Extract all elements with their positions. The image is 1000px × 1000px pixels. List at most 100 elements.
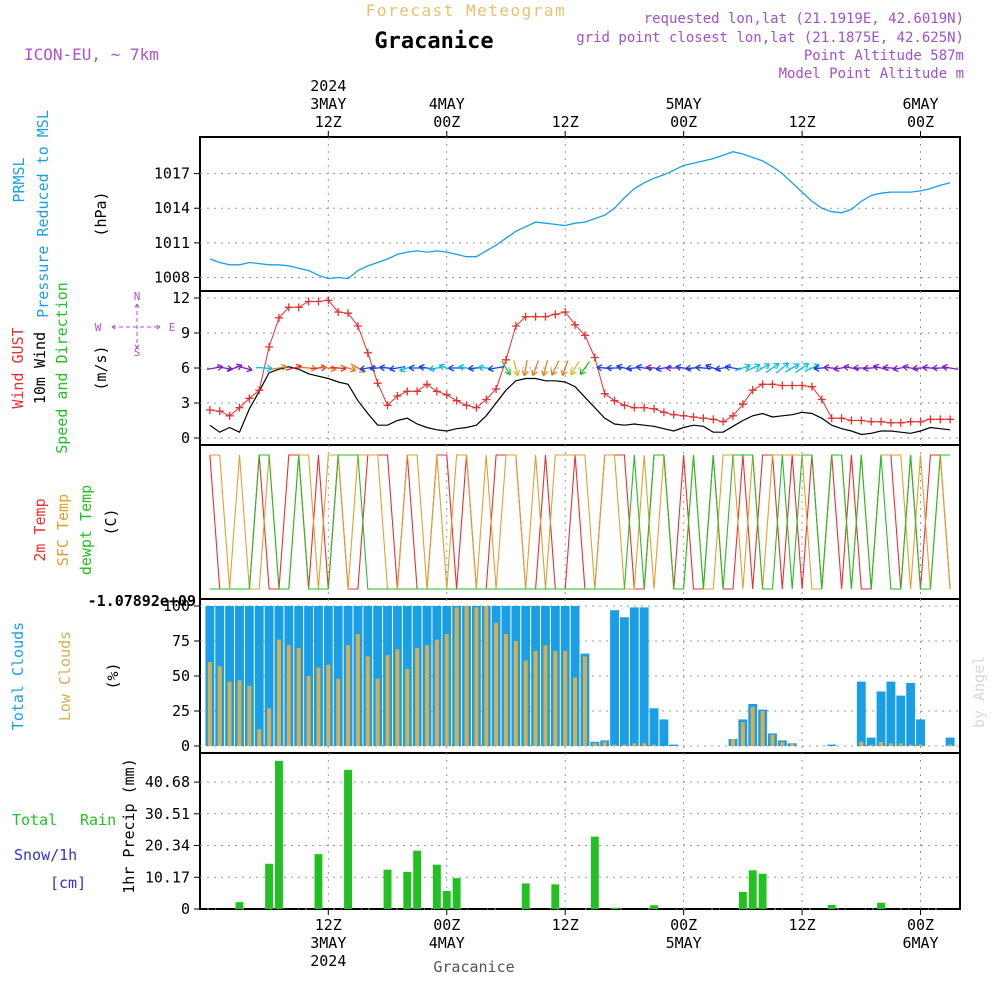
wind-speed-direction-label: Speed and Direction [53,282,71,454]
wind-arrow-head [685,364,692,372]
y-tick-label: 50 [172,667,190,685]
wind-direction-arrow [735,363,751,372]
wind-direction-arrow [560,360,569,377]
y-tick-label: 0 [181,900,190,918]
top-title: Forecast Meteogram [366,1,566,20]
wind-direction-arrow [941,363,959,371]
gust-marker [788,381,797,390]
wind-direction-arrow [541,360,549,377]
wind-arrow-head [550,369,558,376]
precip-bar [650,905,658,909]
gust-marker [314,297,323,306]
legend-total-label: Total [12,811,57,829]
total-clouds-bar [906,683,916,746]
low-clouds-bar [888,743,893,746]
low-clouds-bar [494,622,499,746]
low-clouds-bar [740,722,745,746]
wind-arrow-head [349,365,357,373]
gust-marker [580,331,589,340]
low-clouds-bar [267,708,272,746]
temperature-panel: -1.07892e+09 [88,444,961,610]
pressure-series-line [209,151,951,280]
low-clouds-bar [227,681,232,746]
wind-arrow-head [782,362,790,369]
precip-bar [442,890,451,909]
top-axis-date: 4MAY [429,95,465,113]
total-clouds-bar [235,606,244,746]
wind-arrow-shaft [863,366,880,370]
bottom-axis-date: 5MAY [666,934,702,952]
precip-bar [275,760,283,909]
gust-marker [235,403,244,412]
top-axis-hour: 12Z [315,113,342,131]
wind-direction-arrow [931,364,949,372]
gust-marker [255,386,264,395]
gust-marker [807,382,816,391]
gust-marker [867,417,876,426]
wind-direction-arrow [570,360,580,376]
gust-marker [462,401,471,410]
wind-arrow-head [872,363,880,371]
gust-marker [482,395,491,404]
low-clouds-bar [405,669,410,746]
gust-marker [452,396,461,405]
gust-marker [709,415,718,424]
location-title: Gracanice [374,29,493,54]
wind-arrow-head [941,363,948,371]
gust-marker [432,387,441,396]
low-clouds-bar [731,739,735,746]
temp-sfc-label: SFC Temp [54,494,72,566]
low-clouds-bar [622,744,627,746]
low-clouds-bar [484,606,489,746]
gust-marker [847,416,856,425]
pressure-label-long: Pressure Reduced to MSL [34,110,52,318]
low-clouds-bar [425,645,429,746]
low-clouds-bar [790,743,795,746]
wind-arrow-head [513,369,521,377]
wind-arrow-head [379,364,386,372]
low-clouds-bar [385,655,390,746]
legend-snow-units-label: [cm] [50,874,86,892]
wind-direction-arrow [695,364,712,372]
y-tick-label: 1017 [154,165,190,183]
low-clouds-bar [346,645,351,746]
wind-arrow-head [281,363,288,371]
clouds-units-label: (%) [104,662,122,689]
top-axis-hour: 12Z [789,113,816,131]
wind-direction-arrow [487,365,505,373]
precip-bar [314,854,323,909]
gust-marker [284,303,293,312]
low-clouds-bar [879,741,884,746]
legend-snow-label: Snow/1h [14,846,77,864]
wind-arrow-shaft [561,360,569,376]
wind-arrow-shaft [784,363,800,373]
bottom-axis-hour: 00Z [907,916,934,934]
y-tick-label: 20.34 [145,837,190,855]
wind-direction-arrow [705,363,721,372]
wind-direction-arrow [513,360,521,377]
wind-arrow-shaft [513,360,519,376]
wind-arrow-shaft [843,365,860,371]
precip-bar [758,873,767,909]
top-axis-date: 5MAY [666,95,702,113]
wind-arrow-shaft [795,362,810,374]
wind-direction-arrow [775,362,790,374]
y-tick-label: 6 [181,359,190,377]
gust-marker [373,379,382,388]
precip-bar [265,863,274,909]
wind-speed-line [209,366,951,436]
wind-gust-line [209,299,951,424]
gust-marker [669,410,678,419]
wind-direction-arrow [655,365,672,373]
total-clouds-bar [373,606,383,746]
gust-marker [768,380,777,389]
wind-arrow-shaft [636,365,653,371]
gust-marker [561,308,570,316]
wind-arrow-shaft [488,365,505,371]
precip-bar [403,871,412,909]
wind-arrow-shaft [428,365,445,371]
wind-arrow-shaft [579,361,591,375]
gust-marker [324,296,333,305]
